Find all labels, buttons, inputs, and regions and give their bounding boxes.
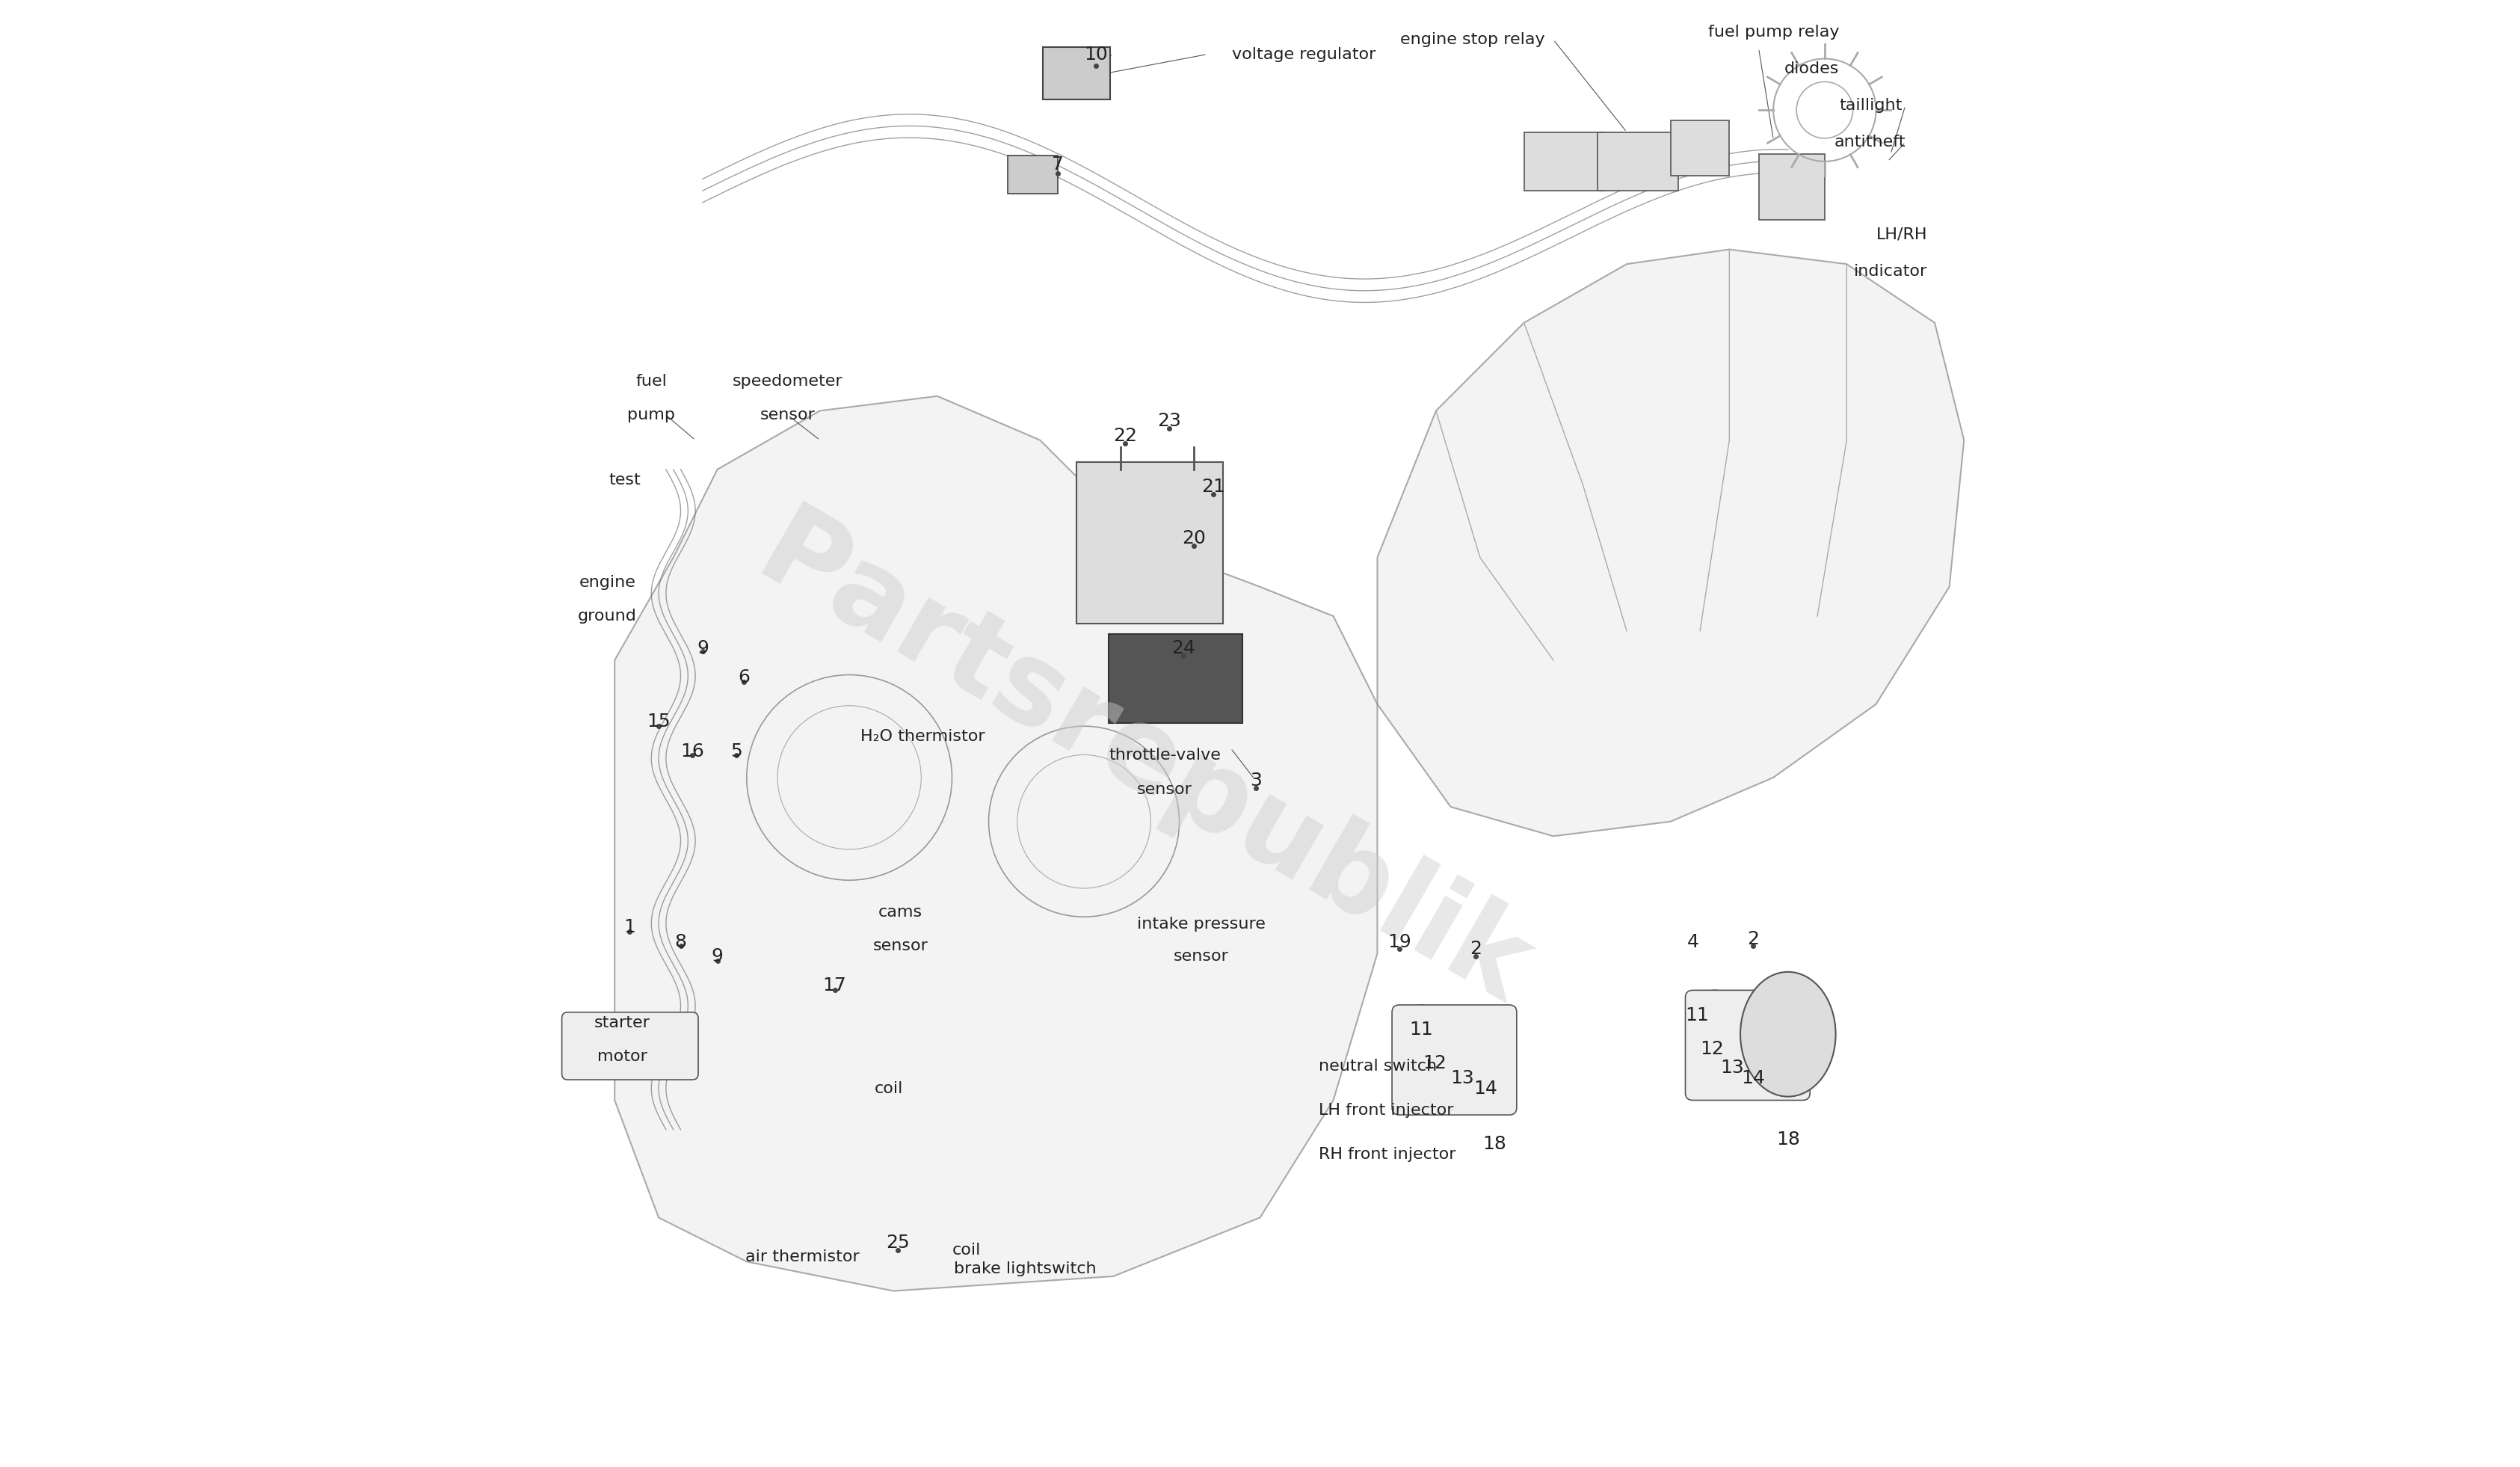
Text: 12: 12 [1701, 1040, 1724, 1058]
Text: 14: 14 [1474, 1080, 1497, 1097]
Text: 1: 1 [622, 918, 635, 936]
Text: 13: 13 [1721, 1059, 1744, 1077]
Text: 9: 9 [696, 640, 708, 657]
Text: 6: 6 [738, 669, 751, 687]
Text: antitheft: antitheft [1835, 135, 1905, 150]
Text: taillight: taillight [1840, 98, 1903, 113]
Text: pump: pump [627, 408, 675, 422]
Text: throttle-valve: throttle-valve [1109, 748, 1220, 763]
FancyBboxPatch shape [1076, 462, 1222, 623]
Text: 9: 9 [711, 948, 723, 965]
Text: 7: 7 [1051, 156, 1063, 173]
Text: 23: 23 [1157, 412, 1182, 430]
Polygon shape [615, 396, 1378, 1291]
Text: 16: 16 [680, 742, 703, 760]
FancyBboxPatch shape [1008, 156, 1058, 194]
Text: engine: engine [580, 575, 635, 590]
Text: coil: coil [874, 1081, 902, 1096]
Text: coil: coil [953, 1243, 980, 1257]
Text: fuel: fuel [635, 374, 668, 389]
Text: 24: 24 [1172, 640, 1194, 657]
Text: starter: starter [595, 1015, 650, 1030]
Text: RH front injector: RH front injector [1318, 1147, 1457, 1162]
Bar [1598, 132, 1678, 191]
Text: 11: 11 [1409, 1021, 1434, 1039]
Polygon shape [1378, 249, 1963, 836]
Bar [1525, 132, 1605, 191]
Bar [1671, 120, 1729, 176]
Text: 18: 18 [1777, 1131, 1799, 1149]
Text: 5: 5 [731, 742, 743, 760]
Text: engine stop relay: engine stop relay [1399, 32, 1545, 47]
Text: 20: 20 [1182, 530, 1207, 547]
Text: 14: 14 [1741, 1069, 1764, 1087]
Text: 22: 22 [1114, 427, 1137, 445]
FancyBboxPatch shape [562, 1012, 698, 1080]
Text: fuel pump relay: fuel pump relay [1709, 25, 1840, 40]
Text: air thermistor: air thermistor [746, 1250, 859, 1265]
Text: speedometer: speedometer [733, 374, 842, 389]
Bar [1759, 154, 1824, 220]
Text: test: test [610, 472, 640, 487]
Text: 18: 18 [1482, 1135, 1507, 1153]
Text: sensor: sensor [761, 408, 816, 422]
Text: 25: 25 [887, 1234, 910, 1251]
Text: LH front injector: LH front injector [1318, 1103, 1454, 1118]
FancyBboxPatch shape [1043, 47, 1111, 100]
FancyBboxPatch shape [1391, 1005, 1517, 1115]
Text: cams: cams [879, 905, 922, 920]
Text: brake lightswitch: brake lightswitch [955, 1262, 1096, 1276]
Text: 17: 17 [824, 977, 847, 995]
Text: 21: 21 [1202, 478, 1225, 496]
Text: voltage regulator: voltage regulator [1232, 47, 1376, 62]
Text: sensor: sensor [872, 939, 927, 954]
Text: 15: 15 [648, 713, 670, 731]
FancyBboxPatch shape [1686, 990, 1809, 1100]
Text: 12: 12 [1424, 1055, 1446, 1072]
Text: 11: 11 [1686, 1006, 1709, 1024]
Text: 3: 3 [1250, 772, 1263, 789]
Text: diodes: diodes [1784, 62, 1840, 76]
FancyBboxPatch shape [1109, 634, 1242, 723]
Text: 2: 2 [1469, 940, 1482, 958]
Text: sensor: sensor [1174, 949, 1230, 964]
Text: 19: 19 [1389, 933, 1411, 951]
Text: 10: 10 [1084, 45, 1109, 63]
Text: Partsrepublik: Partsrepublik [738, 497, 1547, 1028]
Text: H₂O thermistor: H₂O thermistor [859, 729, 985, 744]
Text: sensor: sensor [1137, 782, 1192, 797]
Text: intake pressure: intake pressure [1137, 917, 1265, 932]
Text: motor: motor [597, 1049, 648, 1064]
Text: 4: 4 [1686, 933, 1698, 951]
Text: 2: 2 [1746, 930, 1759, 948]
Text: indicator: indicator [1855, 264, 1928, 279]
Text: ground: ground [577, 609, 638, 623]
Text: 8: 8 [675, 933, 685, 951]
Ellipse shape [1741, 971, 1835, 1097]
Text: neutral switch: neutral switch [1318, 1059, 1436, 1074]
Text: 13: 13 [1452, 1069, 1474, 1087]
Text: LH/RH: LH/RH [1877, 227, 1928, 242]
